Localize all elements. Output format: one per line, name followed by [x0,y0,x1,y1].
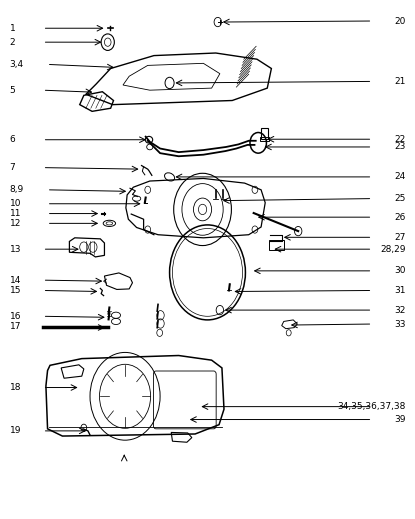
Text: 20: 20 [394,17,405,25]
Text: 7: 7 [10,163,15,172]
Text: 10: 10 [10,199,21,208]
Text: 17: 17 [10,322,21,331]
Text: 1: 1 [10,24,15,33]
Text: 5: 5 [10,86,15,94]
Text: 16: 16 [10,312,21,321]
Text: 13: 13 [10,244,21,254]
Text: 23: 23 [394,142,405,152]
Text: 32: 32 [394,306,405,315]
Text: 3,4: 3,4 [10,60,24,69]
Text: 12: 12 [10,219,21,228]
Text: 28,29: 28,29 [380,244,405,254]
Text: 30: 30 [394,266,405,276]
Text: 18: 18 [10,383,21,392]
Text: 8,9: 8,9 [10,185,24,194]
Text: 31: 31 [394,286,405,295]
Text: 24: 24 [394,172,405,182]
Text: 14: 14 [10,276,21,284]
Text: 6: 6 [10,135,15,144]
Text: 15: 15 [10,286,21,295]
Text: 21: 21 [394,77,405,86]
Text: 39: 39 [394,415,405,424]
Text: 2: 2 [10,38,15,47]
Text: 26: 26 [394,213,405,222]
Text: 33: 33 [394,320,405,329]
Text: 22: 22 [394,135,405,144]
Text: 19: 19 [10,427,21,435]
Text: 11: 11 [10,209,21,218]
Text: 34,35,36,37,38: 34,35,36,37,38 [337,402,405,411]
Text: 25: 25 [394,194,405,203]
Text: 27: 27 [394,233,405,242]
